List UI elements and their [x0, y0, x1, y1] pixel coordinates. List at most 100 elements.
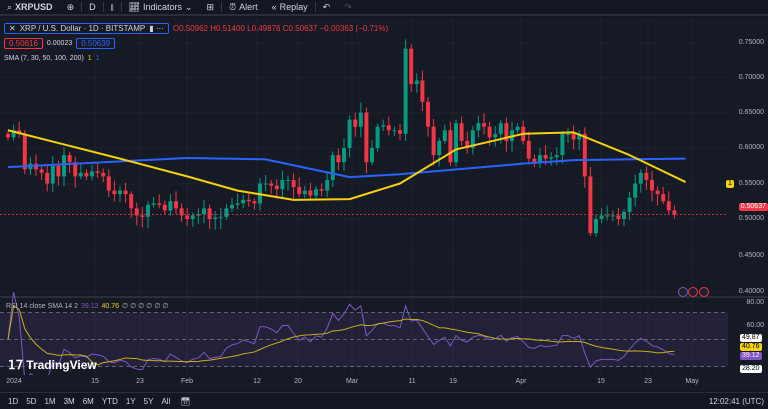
- replay-button[interactable]: «Replay: [271, 2, 308, 12]
- indicators-icon: 📈︎: [128, 1, 140, 12]
- candle-up: [633, 183, 638, 198]
- rsi-sma-value: 40.76: [101, 303, 120, 310]
- range-button-5y[interactable]: 5Y: [143, 396, 154, 406]
- candle-down: [22, 133, 27, 170]
- clock[interactable]: 12:02:41 (UTC): [708, 396, 764, 406]
- candle-up: [325, 179, 330, 191]
- sma-50-line: [7, 129, 687, 201]
- range-button-1y[interactable]: 1Y: [125, 396, 136, 406]
- symbol-title[interactable]: ✕ XRP / U.S. Dollar · 1D · BITSTAMP ▮ ···: [4, 23, 169, 34]
- sell-price[interactable]: 0.50616: [4, 38, 43, 49]
- range-button-6m[interactable]: 6M: [82, 396, 94, 406]
- candle-up: [470, 130, 475, 148]
- price-axis-label: 0.40000: [738, 288, 764, 295]
- chart-legend: ✕ XRP / U.S. Dollar · 1D · BITSTAMP ▮ ··· …: [4, 22, 388, 67]
- candle-down: [655, 190, 660, 195]
- candle-up: [554, 155, 559, 158]
- goto-date-icon[interactable]: 📅︎: [180, 396, 191, 406]
- candle-down: [6, 133, 10, 138]
- candle-down: [129, 194, 134, 209]
- candle-down: [616, 215, 621, 219]
- time-axis-label: 19: [449, 378, 457, 385]
- indicators-button[interactable]: 📈︎ Indicators ⌄: [128, 1, 193, 13]
- time-axis-label: 2024: [6, 378, 22, 385]
- rsi-sma-tag: 40.76: [740, 343, 762, 351]
- candle-down: [246, 199, 251, 202]
- candle-up: [168, 201, 173, 211]
- candle-up: [476, 123, 481, 131]
- range-button-all[interactable]: All: [161, 396, 171, 406]
- candle-down: [45, 172, 50, 184]
- candle-up: [235, 203, 240, 205]
- candle-down: [308, 190, 313, 196]
- rsi-upper-tag: 49.87: [740, 334, 762, 342]
- candle-down: [319, 189, 324, 191]
- candle-down: [67, 155, 72, 163]
- time-axis-label: Feb: [180, 378, 194, 385]
- range-button-3m[interactable]: 3M: [63, 396, 75, 406]
- rsi-legend[interactable]: RSI 14 close SMA 14 2 39.12 40.76 ∅ ∅ ∅ …: [6, 303, 169, 310]
- candle-down: [532, 158, 537, 163]
- candle-down: [504, 123, 509, 141]
- candle-up: [454, 123, 458, 163]
- buy-price[interactable]: 0.50639: [76, 38, 116, 49]
- close-icon[interactable]: ✕: [9, 24, 16, 33]
- rsi-lower-tag: 28.20: [740, 365, 762, 373]
- undo-button[interactable]: ↶: [322, 1, 331, 12]
- symbol-search[interactable]: ⌕ XRPUSD: [7, 1, 53, 13]
- interval-button[interactable]: D: [89, 2, 96, 12]
- more-icon[interactable]: ▮ ···: [149, 24, 164, 33]
- divider: [120, 2, 122, 12]
- search-icon: ⌕: [7, 1, 13, 12]
- candle-down: [84, 172, 89, 177]
- candle-down: [459, 123, 464, 141]
- current-price-tag: 0.50637: [738, 203, 768, 211]
- alert-button[interactable]: ⏰︎ Alert: [229, 1, 258, 13]
- candle-down: [291, 179, 296, 188]
- candle-up: [218, 216, 223, 218]
- layouts-button[interactable]: ⊞: [200, 0, 222, 15]
- candle-up: [347, 119, 352, 148]
- chart-canvas[interactable]: [0, 0, 768, 375]
- tradingview-logo[interactable]: 𝟣𝟩 TradingView: [8, 358, 97, 372]
- rsi-value: 39.12: [80, 303, 99, 310]
- candle-up: [392, 130, 397, 132]
- candle-up: [196, 214, 201, 216]
- time-axis-label: 15: [597, 378, 605, 385]
- range-button-1d[interactable]: 1D: [8, 396, 19, 406]
- candle-down: [174, 201, 178, 209]
- candle-down: [487, 126, 492, 138]
- price-axis-label: 0.55000: [738, 180, 764, 187]
- candle-up: [622, 211, 626, 219]
- plus-circle-icon: ⊕: [66, 1, 75, 12]
- top-toolbar: ⌕ XRPUSD ⊕ D ⫾ 📈︎ Indicators ⌄ ⊞ ⏰︎ Alert «R…: [0, 0, 768, 16]
- sma-legend[interactable]: SMA (7, 30, 50, 100, 200): [4, 55, 84, 62]
- time-axis-label: 12: [253, 378, 261, 385]
- candle-down: [588, 176, 593, 234]
- candle-down: [112, 190, 117, 195]
- divider: [102, 2, 104, 12]
- candle-up: [437, 140, 442, 156]
- candle-up: [370, 148, 374, 163]
- alarm-icon: ⏰︎: [229, 1, 237, 12]
- chart-type-button[interactable]: ⫾: [104, 0, 121, 15]
- sma-flag: 1: [87, 55, 92, 62]
- sma-tag: 1: [726, 180, 734, 188]
- rsi-value-tag: 39.12: [740, 352, 762, 360]
- range-button-ytd[interactable]: YTD: [101, 396, 118, 406]
- range-button-5d[interactable]: 5D: [26, 396, 37, 406]
- candle-down: [157, 203, 162, 205]
- redo-button[interactable]: ↷: [344, 1, 352, 12]
- tv-logo-icon: 𝟣𝟩: [8, 358, 24, 372]
- candle-down: [252, 201, 257, 204]
- compare-button[interactable]: ⊕: [60, 0, 82, 15]
- range-button-1m[interactable]: 1M: [44, 396, 56, 406]
- price-axis-label: 0.45000: [738, 252, 764, 259]
- candle-down: [644, 172, 649, 180]
- time-axis[interactable]: 2024 15 23 Feb 12 20 Mar 11 19 Apr 15 23 May: [0, 375, 768, 390]
- candle-down: [571, 133, 576, 140]
- candle-up: [358, 112, 363, 127]
- candle-down: [185, 215, 190, 219]
- candle-down: [543, 155, 548, 159]
- time-axis-label: 15: [91, 378, 99, 385]
